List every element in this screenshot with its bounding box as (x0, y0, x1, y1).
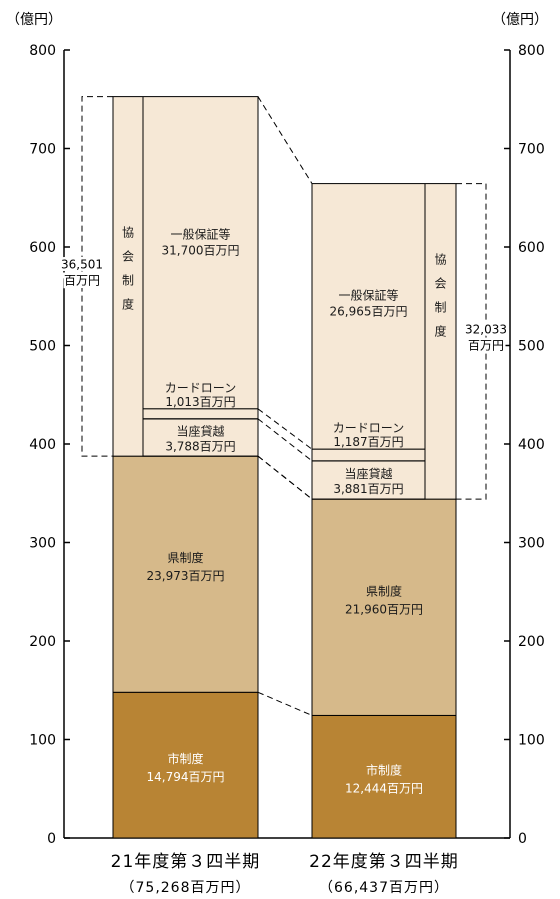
y-tick-label-left: 500 (29, 339, 56, 355)
label-card-value: 1,187百万円 (333, 435, 403, 449)
label-kyokai-char: 度 (434, 324, 446, 339)
label-ken-value: 23,973百万円 (147, 569, 225, 583)
kyokai-bracket (456, 183, 487, 500)
label-touza-name: 当座貸越 (176, 423, 224, 438)
y-tick-label-left: 700 (29, 142, 56, 158)
y-tick-label-right: 700 (518, 142, 545, 158)
label-shi-value: 12,444百万円 (345, 782, 423, 796)
bar-segment-ken (112, 455, 259, 693)
label-kyokai-char: 制 (122, 274, 134, 288)
bar-segment-card (142, 408, 259, 420)
label-kyokai-char: 会 (434, 277, 446, 291)
connector-line (257, 408, 313, 450)
label-kyokai-char: 度 (122, 297, 134, 312)
y-tick-label-left: 0 (47, 831, 56, 847)
label-ippan-value: 31,700百万円 (162, 244, 240, 258)
label-kyokai-total: 百万円 (468, 338, 504, 352)
bar-segment-kyokai (112, 96, 259, 457)
label-ken-name: 県制度 (167, 550, 203, 565)
label-card-value: 1,013百万円 (165, 395, 235, 409)
unit-label-left: （億円） (6, 12, 62, 28)
y-tick-label-right: 800 (518, 43, 545, 59)
bar-segment-touza-outline (142, 418, 259, 457)
connector-line (257, 455, 313, 500)
y-tick-label-right: 100 (518, 733, 545, 749)
bar-segment-ken (311, 498, 457, 716)
y-tick-label-right: 300 (518, 536, 545, 552)
connector-line (257, 96, 313, 184)
label-touza-name: 当座貸越 (344, 466, 392, 481)
label-touza-value: 3,881百万円 (333, 482, 403, 496)
category-label: 21年度第３四半期 (111, 852, 261, 872)
label-ken-value: 21,960百万円 (345, 602, 423, 616)
label-touza-value: 3,788百万円 (165, 439, 235, 453)
bar-segment-touza-outline (311, 460, 426, 500)
label-card-name: カードローン (333, 421, 404, 435)
connector-line (257, 691, 313, 716)
label-ippan-value: 26,965百万円 (330, 305, 408, 319)
kyokai-bracket (81, 96, 113, 457)
y-tick-label-right: 500 (518, 339, 545, 355)
label-card-name: カードローン (165, 381, 236, 395)
category-label: 22年度第３四半期 (309, 852, 459, 872)
category-total: （66,437百万円） (319, 880, 449, 896)
label-ken-name: 県制度 (366, 583, 402, 598)
y-tick-label-left: 600 (29, 240, 56, 256)
label-kyokai-total: 36,501 (61, 257, 103, 271)
label-kyokai-char: 制 (434, 301, 446, 315)
label-shi-value: 14,794百万円 (147, 770, 225, 784)
y-tick-label-left: 200 (29, 634, 56, 650)
category-total: （75,268百万円） (121, 880, 251, 896)
label-kyokai-char: 協 (434, 252, 446, 267)
label-kyokai-char: 協 (122, 225, 134, 240)
label-ippan-name: 一般保証等 (338, 288, 398, 303)
y-tick-label-right: 600 (518, 240, 545, 256)
label-kyokai-char: 会 (122, 250, 134, 264)
label-shi-name: 市制度 (366, 763, 402, 778)
bar-segment-shi (112, 691, 259, 839)
y-tick-label-right: 400 (518, 437, 545, 453)
label-kyokai-total: 百万円 (64, 273, 100, 287)
bar-segment-card (311, 448, 426, 462)
y-tick-label-left: 100 (29, 733, 56, 749)
bar-segment-kyokai (311, 183, 457, 500)
label-shi-name: 市制度 (167, 751, 203, 766)
y-tick-label-right: 0 (518, 831, 527, 847)
y-tick-label-left: 400 (29, 437, 56, 453)
label-kyokai-total: 32,033 (465, 322, 507, 336)
label-ippan-name: 一般保証等 (170, 227, 230, 242)
y-tick-label-left: 300 (29, 536, 56, 552)
y-tick-label-left: 800 (29, 43, 56, 59)
bar-segment-shi (311, 714, 457, 839)
connector-line (257, 418, 313, 462)
unit-label-right: （億円） (492, 12, 548, 28)
y-tick-label-right: 200 (518, 634, 545, 650)
